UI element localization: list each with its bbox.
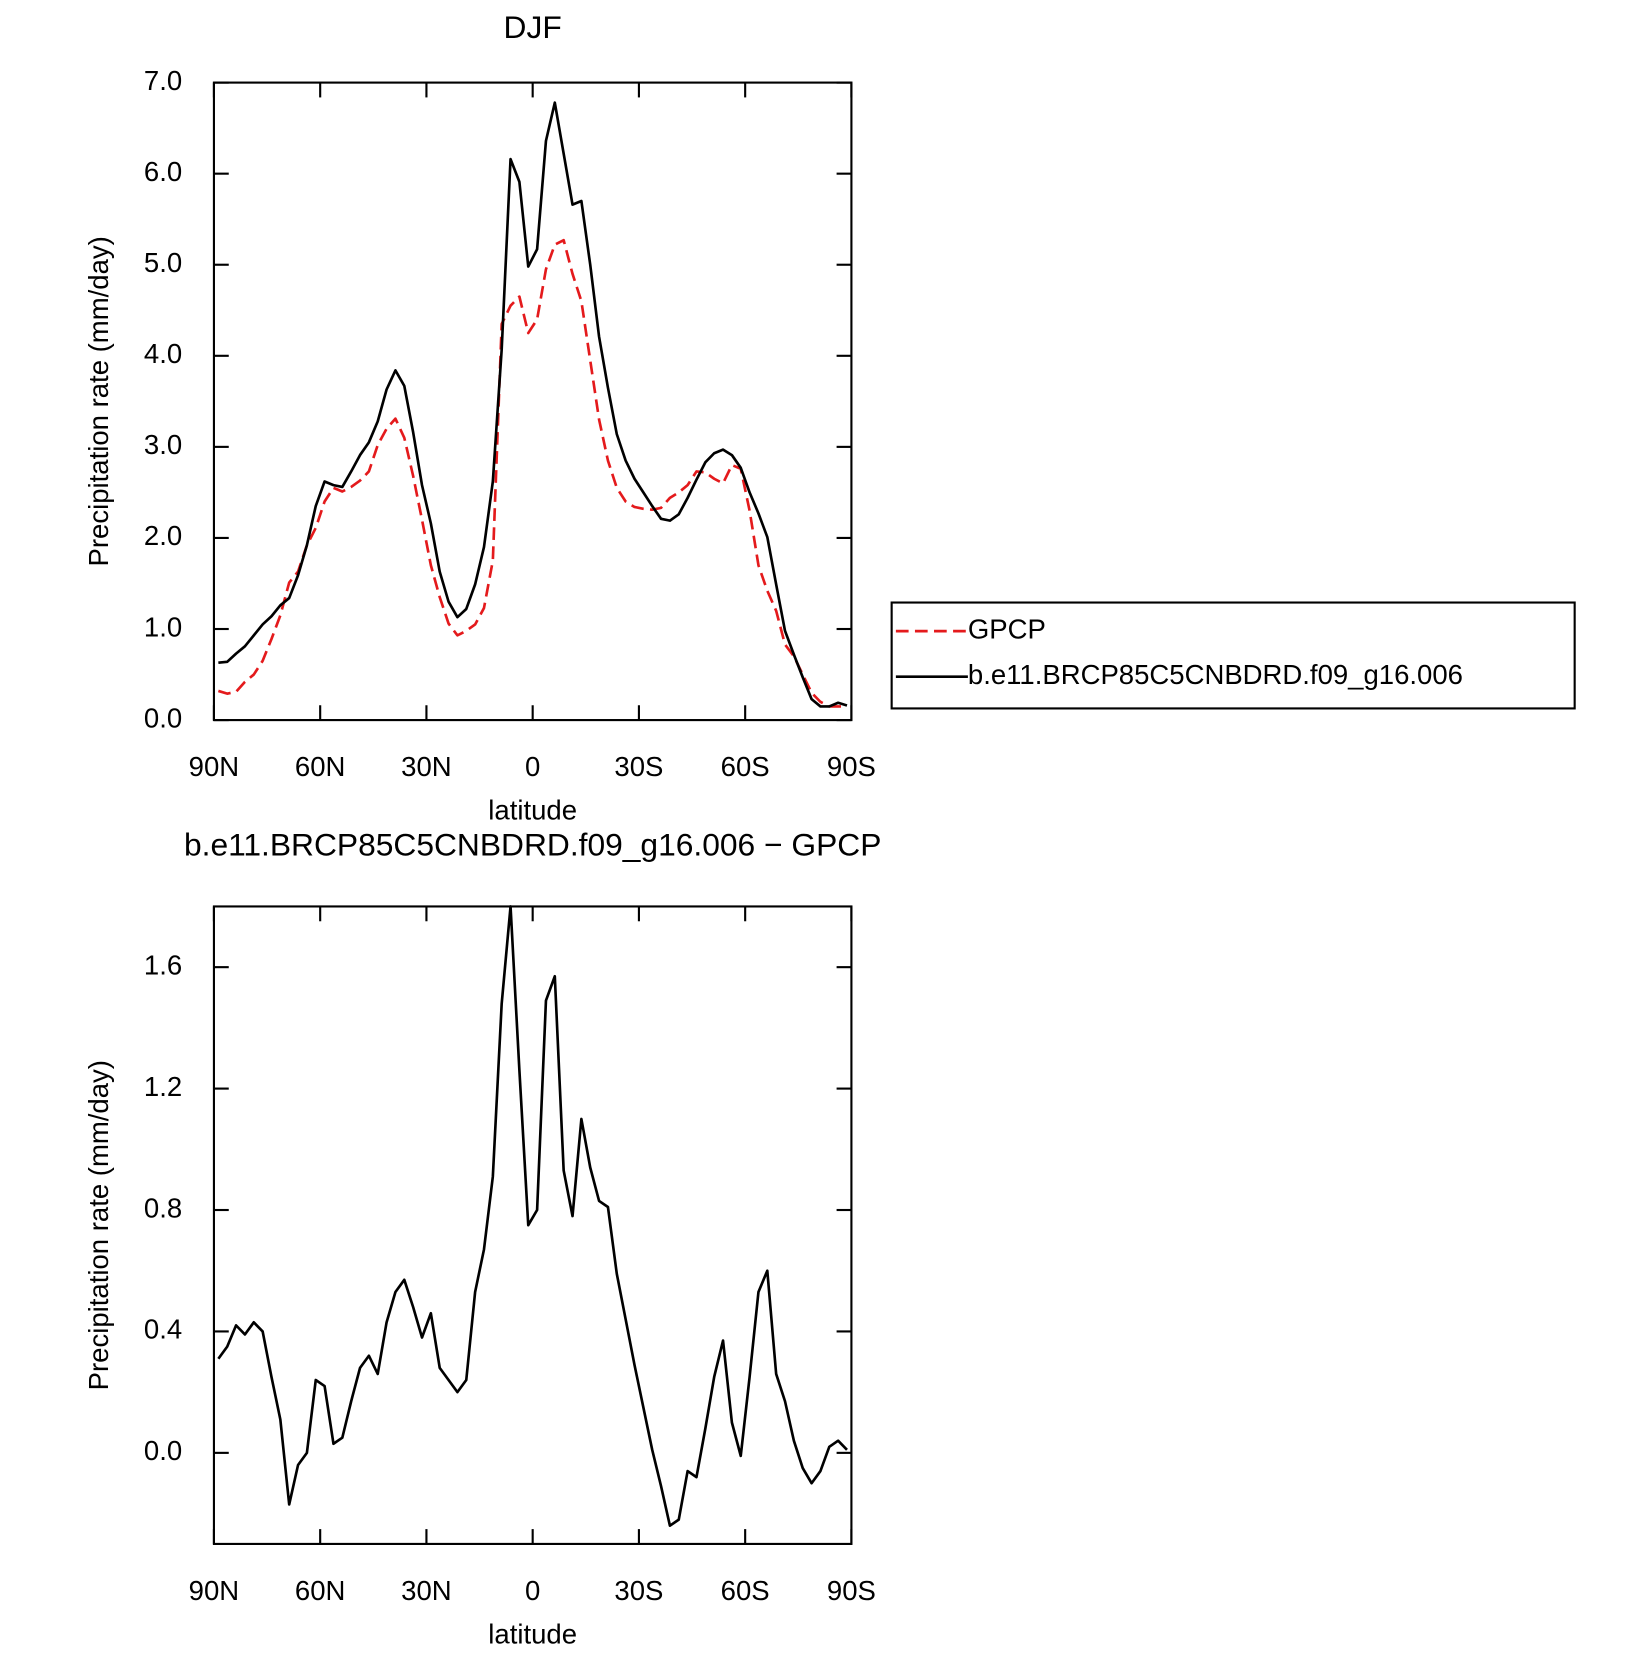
x-tick-label: 60S (721, 1575, 770, 1606)
x-axis-label: latitude (488, 794, 577, 825)
y-tick-label: 1.2 (144, 1071, 182, 1102)
x-tick-label: 90S (827, 751, 876, 782)
y-tick-label: 4.0 (144, 338, 182, 369)
plot-frame (212, 81, 853, 722)
y-tick-label: 0.8 (144, 1192, 182, 1223)
x-tick-label: 30N (401, 751, 451, 782)
data-line (217, 905, 848, 1528)
x-tick-label: 0 (525, 751, 540, 782)
legend-label: b.e11.BRCP85C5CNBDRD.f09_g16.006 (968, 659, 1463, 690)
x-tick-label: 30N (401, 1575, 451, 1606)
x-tick-label: 90N (189, 751, 239, 782)
x-tick-label: 0 (525, 1575, 540, 1606)
x-tick-label: 30S (614, 751, 663, 782)
y-tick-label: 3.0 (144, 429, 182, 460)
x-tick-label: 30S (614, 1575, 663, 1606)
y-axis-label: Precipitation rate (mm/day) (83, 236, 114, 566)
y-tick-label: 1.0 (144, 611, 182, 642)
y-tick-label: 7.0 (144, 65, 182, 96)
y-tick-label: 0.0 (144, 702, 182, 733)
y-tick-label: 5.0 (144, 247, 182, 278)
x-tick-label: 60N (295, 1575, 345, 1606)
y-tick-label: 2.0 (144, 520, 182, 551)
chart-title: DJF (504, 9, 562, 45)
legend-label: GPCP (968, 613, 1046, 644)
y-tick-label: 6.0 (144, 156, 182, 187)
data-line (218, 101, 848, 708)
chart-title: b.e11.BRCP85C5CNBDRD.f09_g16.006 − GPCP (184, 827, 881, 863)
x-tick-label: 60S (721, 751, 770, 782)
y-tick-label: 0.4 (144, 1314, 182, 1345)
legend-box (890, 601, 1576, 710)
x-axis-label: latitude (488, 1618, 577, 1649)
y-axis-label: Precipitation rate (mm/day) (83, 1060, 114, 1390)
x-tick-label: 90S (827, 1575, 876, 1606)
y-tick-label: 1.6 (144, 949, 182, 980)
plot-frame (212, 905, 853, 1545)
y-tick-label: 0.0 (144, 1435, 182, 1466)
x-tick-label: 90N (189, 1575, 239, 1606)
x-tick-label: 60N (295, 751, 345, 782)
data-line (217, 238, 847, 708)
